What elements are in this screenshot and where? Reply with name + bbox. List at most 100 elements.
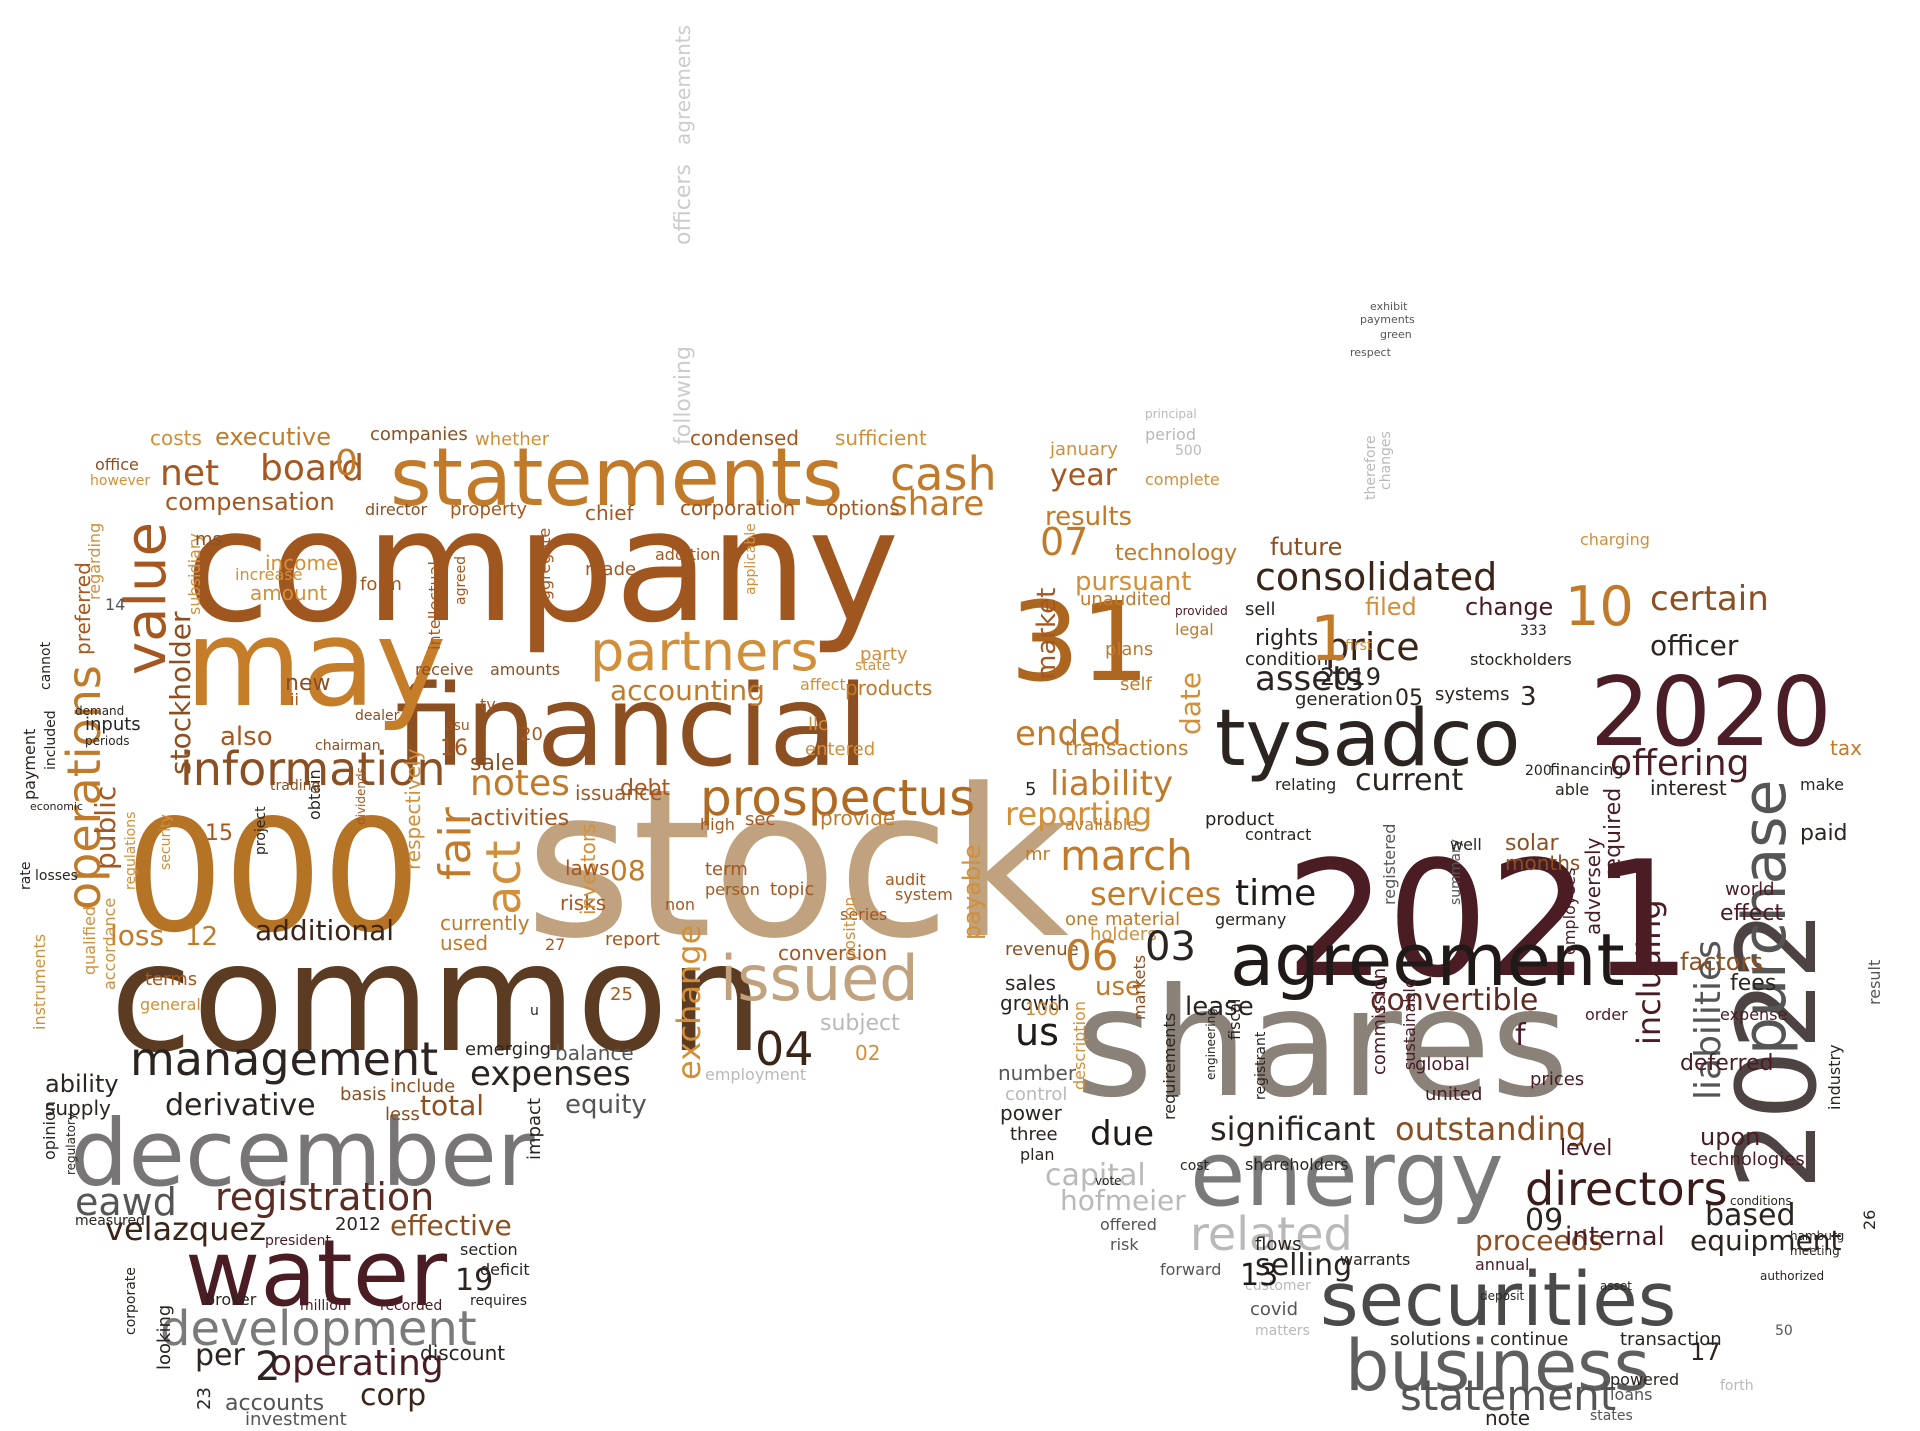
word-111: filed	[1365, 593, 1417, 621]
word-311: asu	[445, 718, 470, 734]
word-94: sale	[470, 751, 515, 776]
word-100: chief	[585, 501, 635, 525]
word-2: common	[110, 912, 763, 1086]
word-139: commission	[1369, 968, 1390, 1075]
word-39: liability	[1050, 764, 1173, 804]
word-291: instruments	[30, 934, 49, 1030]
word-303: dealer	[355, 708, 400, 724]
word-195: section	[460, 1240, 518, 1259]
word-9: may	[185, 595, 446, 734]
word-133: employees	[1560, 868, 1579, 955]
word-226: agreed	[453, 556, 469, 605]
word-327: 13	[1240, 1258, 1278, 1293]
word-176: sec	[745, 809, 775, 830]
word-110: change	[1465, 593, 1553, 621]
word-118: generation	[1295, 689, 1393, 710]
word-103: year	[1050, 458, 1118, 493]
word-45: services	[1090, 875, 1221, 913]
word-215: amount	[250, 581, 327, 605]
word-216: increase	[235, 565, 302, 584]
word-98: options	[826, 496, 900, 520]
word-345: ms	[195, 529, 222, 550]
word-240: available	[1065, 815, 1137, 834]
word-341: 500	[1175, 443, 1202, 459]
word-270: matters	[1255, 1323, 1310, 1339]
word-5: 2021	[1285, 826, 1692, 1013]
word-275: powered	[1610, 1370, 1679, 1389]
word-122: paid	[1800, 821, 1848, 846]
word-148: contract	[1245, 825, 1311, 844]
word-175: topic	[770, 879, 814, 900]
word-72: due	[1090, 1114, 1154, 1154]
word-19: purchase	[1730, 780, 1800, 1055]
word-227: form	[360, 574, 402, 595]
word-26: issued	[720, 942, 919, 1015]
word-292: accordance	[100, 898, 119, 990]
word-74: selling	[1255, 1248, 1352, 1283]
word-322: 06	[1065, 931, 1118, 980]
word-295: general	[140, 995, 201, 1014]
word-250: payments	[1360, 313, 1415, 326]
word-199: million	[300, 1298, 347, 1314]
word-150: fiscal	[1225, 999, 1244, 1040]
word-14: tysadco	[1215, 694, 1520, 784]
word-307: demand	[75, 704, 124, 718]
word-101: property	[450, 499, 527, 520]
word-6: 2022	[1713, 910, 1841, 1190]
word-144: united	[1425, 1084, 1482, 1105]
word-209: used	[440, 931, 488, 955]
word-168: payable	[958, 844, 986, 940]
word-320: 04	[755, 1022, 814, 1076]
word-263: shareholders	[1245, 1155, 1349, 1174]
word-224: director	[365, 500, 428, 519]
word-294: terms	[145, 969, 197, 990]
word-11: 31	[1010, 578, 1150, 706]
word-193: less	[385, 1104, 420, 1125]
word-228: made	[585, 559, 636, 580]
word-241: january	[1049, 439, 1118, 460]
word-236: legal	[1175, 620, 1214, 639]
word-67: supply	[45, 1096, 111, 1120]
word-31: net	[160, 453, 219, 494]
word-204: opinion	[40, 1101, 59, 1160]
word-332: 19	[455, 1263, 493, 1298]
word-255: stockholders	[1470, 650, 1572, 669]
word-109: future	[1270, 533, 1342, 561]
word-30: consolidated	[1255, 555, 1497, 599]
word-54: effective	[390, 1209, 512, 1242]
word-61: investment	[245, 1409, 347, 1430]
word-211: receive	[415, 660, 473, 679]
word-44: march	[1060, 831, 1193, 880]
word-76: based	[1705, 1198, 1796, 1233]
word-68: significant	[1210, 1110, 1375, 1148]
word-191: include	[390, 1076, 455, 1097]
word-12: december	[70, 1100, 535, 1207]
word-79: convertible	[1370, 983, 1538, 1018]
word-83: lease	[1185, 992, 1254, 1022]
word-262: flows	[1255, 1234, 1301, 1255]
word-219: regarding	[85, 523, 104, 600]
word-210: respectively	[401, 748, 425, 870]
word-116: 2019	[1320, 663, 1381, 691]
word-174: report	[605, 929, 660, 950]
word-232: party	[860, 644, 908, 665]
word-314: 3	[1520, 682, 1537, 712]
word-212: amounts	[490, 660, 560, 679]
word-234: affect	[800, 675, 846, 694]
word-60: accounts	[225, 1391, 324, 1416]
word-179: entered	[805, 739, 875, 760]
word-267: forward	[1160, 1260, 1221, 1279]
word-198: recorded	[380, 1298, 442, 1314]
word-80: including	[1630, 899, 1668, 1045]
word-207: president	[265, 1233, 332, 1249]
word-132: adversely	[1581, 837, 1605, 935]
word-136: result	[1865, 960, 1884, 1005]
word-273: transaction	[1620, 1329, 1722, 1350]
word-184: person	[705, 880, 760, 899]
word-161: number	[998, 1061, 1077, 1085]
word-160: use	[1095, 972, 1141, 1002]
word-182: term	[705, 859, 748, 880]
word-258: make	[1800, 775, 1844, 794]
word-265: offered	[1100, 1215, 1157, 1234]
word-246: agreements	[671, 25, 695, 145]
